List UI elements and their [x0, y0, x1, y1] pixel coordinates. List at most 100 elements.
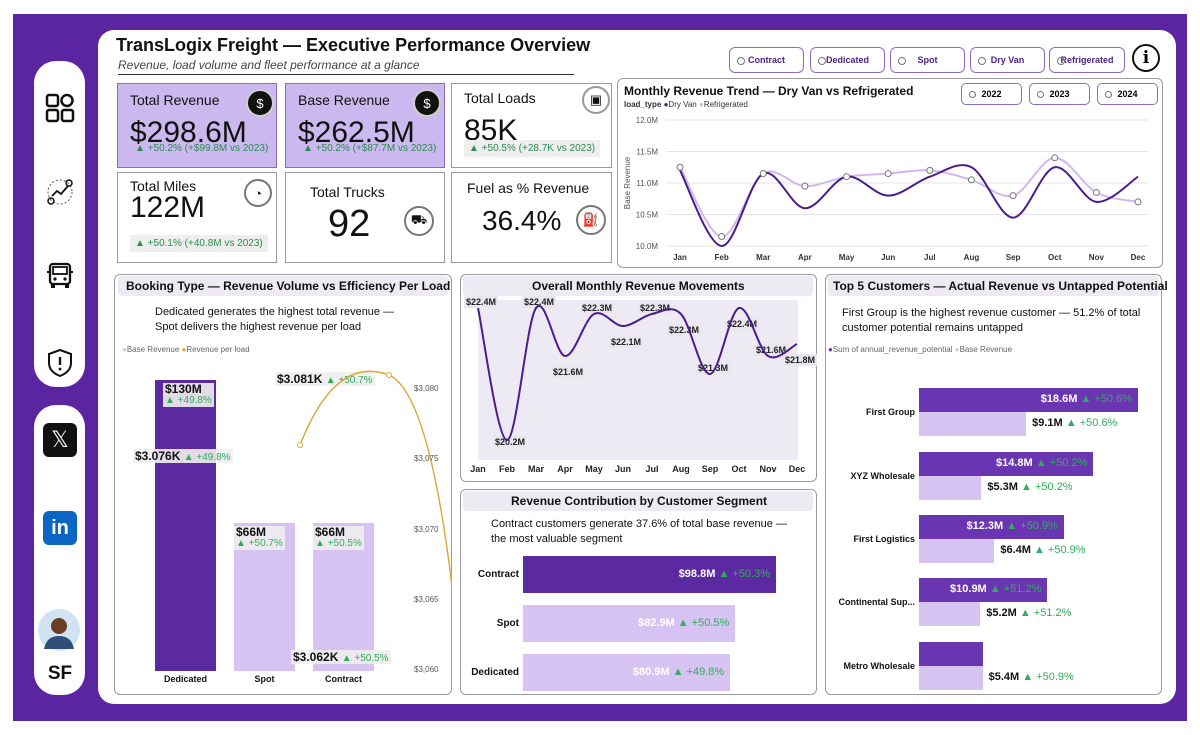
linkedin-icon[interactable]: in — [43, 511, 77, 545]
x-tick-label: Apr — [798, 253, 812, 262]
customers-note: First Group is the highest revenue custo… — [842, 306, 1140, 336]
bar-change: ▲ +49.8% — [165, 395, 212, 406]
year-label: 2022 — [981, 89, 1002, 99]
radio-icon — [818, 57, 826, 65]
filter-dry-van[interactable]: Dry Van — [970, 47, 1045, 73]
kpi-change: ▲ +50.1% (+40.8M vs 2023) — [130, 235, 268, 252]
kpi-label: Total Loads — [464, 90, 536, 106]
right-axis-tick: $3,065 — [414, 594, 439, 604]
x-tick-label: May — [585, 464, 603, 474]
x-category-label: Dedicated — [163, 674, 207, 684]
movements-line-layer — [477, 304, 798, 442]
customer-bar-potential — [919, 388, 1138, 412]
alert-shield-icon[interactable] — [44, 347, 76, 379]
analytics-icon[interactable] — [44, 176, 76, 208]
customer-bar-potential — [919, 642, 983, 666]
right-axis-tick: $3,070 — [414, 524, 439, 534]
trend-title: Monthly Revenue Trend — Dry Van vs Refri… — [624, 84, 914, 98]
revenue-movement-line — [477, 304, 798, 442]
customer-value-label: $9.1M ▲ +50.6% — [1032, 417, 1117, 429]
segment-bar — [523, 654, 731, 691]
movements-title: Overall Monthly Revenue Movements — [532, 279, 745, 293]
filter-refrigerated[interactable]: Refrigerated — [1049, 47, 1125, 73]
customer-bar-base — [919, 476, 982, 500]
segment-change: ▲ +49.8% — [672, 666, 725, 678]
filter-label: Dry Van — [990, 55, 1025, 65]
data-label: $22.3M — [580, 302, 615, 314]
page-subtitle: Revenue, load volume and fleet performan… — [118, 58, 574, 75]
x-tick-label: Oct — [731, 464, 747, 474]
package-icon: ▣ — [582, 86, 610, 114]
kpi-label: Base Revenue — [298, 92, 390, 108]
booking-title: Booking Type — Revenue Volume vs Efficie… — [126, 279, 451, 293]
data-point — [884, 170, 892, 178]
customer-value: $12.3M — [966, 520, 1007, 532]
bar-change: ▲ +50.7% — [236, 538, 283, 550]
filter-dedicated[interactable]: Dedicated — [810, 47, 885, 73]
x-tick-label: Sep — [1006, 253, 1021, 262]
bar-value-label: $66M ▲ +50.7% — [234, 526, 285, 551]
x-tick-label: Dec — [1131, 253, 1146, 262]
legend-dot-dry-van: ● — [663, 100, 669, 109]
x-tick-label: Nov — [1089, 253, 1105, 262]
right-axis-tick: $3,060 — [414, 665, 439, 674]
info-icon[interactable]: i — [1132, 44, 1160, 72]
x-tick-label: Oct — [1048, 253, 1062, 262]
x-logo-icon[interactable]: 𝕏 — [43, 423, 77, 457]
customer-change: ▲ +50.9% — [1033, 544, 1086, 556]
x-tick-label: Jan — [470, 464, 486, 474]
customer-value-label: $14.8M ▲ +50.2% — [996, 457, 1087, 469]
dashboard-icon[interactable] — [44, 92, 76, 124]
bar-value: $66M — [315, 525, 346, 540]
customer-change: ▲ +51.2% — [1019, 607, 1072, 619]
filter-label: Spot — [917, 55, 938, 65]
filter-label: Contract — [747, 55, 785, 65]
legend-dry-van: Dry Van — [668, 100, 697, 109]
year-2024[interactable]: 2024 — [1097, 83, 1158, 105]
customer-value: $9.1M — [1032, 417, 1066, 429]
customer-change: ▲ +50.2% — [1035, 457, 1088, 469]
customer-value: $14.8M — [995, 457, 1036, 469]
kpi-value: 122M — [130, 191, 206, 224]
kpi-change: ▲ +50.2% (+$87.7M vs 2023) — [303, 143, 437, 154]
data-label: $22.4M — [464, 296, 499, 308]
customer-bar-base — [919, 602, 981, 626]
filter-contract[interactable]: Contract — [729, 47, 804, 73]
filter-spot[interactable]: Spot — [890, 47, 965, 73]
customer-value-label: $5.3M ▲ +50.2% — [987, 481, 1072, 493]
trend-chart: 10.0M 10.5M 11.0M 11.5M 12.0M Jan Feb Mar Apr May… — [623, 116, 1148, 262]
x-tick-label: Feb — [498, 464, 515, 474]
customer-value: $5.4M — [988, 671, 1023, 683]
customer-bar-potential — [919, 578, 1048, 602]
customer-change: ▲ +50.6% — [1065, 417, 1118, 429]
customer-value: $18.6M — [1040, 393, 1081, 405]
customer-value-label: $6.4M ▲ +50.9% — [1000, 544, 1085, 556]
speedometer-icon: ◔ — [244, 179, 272, 207]
customer-bar-potential — [919, 452, 1094, 476]
year-2023[interactable]: 2023 — [1029, 83, 1090, 105]
kpi-fuel-pct: Fuel as % Revenue 36.4% ⛽ — [451, 172, 612, 263]
bar-value-label: $66M ▲ +50.5% — [313, 525, 364, 551]
kpi-label: Fuel as % Revenue — [467, 180, 590, 196]
per-load-change: ▲ +49.8% — [183, 452, 231, 463]
customer-label: XYZ Wholesale — [850, 471, 915, 481]
customer-value-label: $5.2M ▲ +51.2% — [986, 607, 1071, 619]
truck-icon[interactable] — [44, 260, 76, 292]
customer-label: Continental Sup... — [838, 597, 916, 607]
x-tick-label: Apr — [557, 464, 573, 474]
kpi-total-loads: Total Loads 85K ▲ +50.5% (+28.7K vs 2023… — [451, 83, 612, 168]
year-2022[interactable]: 2022 — [961, 83, 1022, 105]
customer-value-label: $18.6M ▲ +50.6% — [1041, 393, 1132, 405]
x-tick-label: Aug — [964, 253, 980, 262]
booking-line-layer — [297, 370, 452, 593]
kpi-total-revenue: Total Revenue $298.6M ▲ +50.2% (+$99.8M … — [117, 83, 277, 168]
per-load-change: ▲ +50.5% — [341, 653, 389, 664]
avatar[interactable] — [38, 609, 80, 651]
customers-title: Top 5 Customers — Actual Revenue vs Unta… — [833, 279, 1168, 293]
customers-title-band — [828, 276, 1159, 296]
data-label: $22.3M — [667, 324, 702, 336]
radio-icon — [1057, 57, 1065, 65]
data-point — [759, 170, 767, 178]
data-point — [1134, 198, 1142, 206]
customer-change: ▲ +50.9% — [1022, 671, 1074, 683]
